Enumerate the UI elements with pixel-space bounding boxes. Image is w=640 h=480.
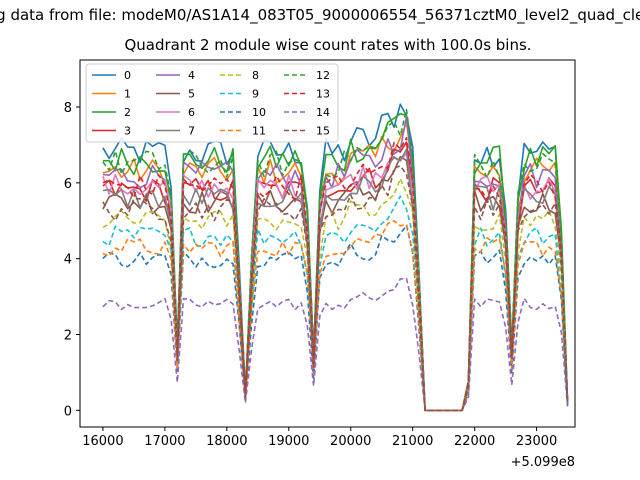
legend-label-10: 10 (252, 106, 266, 119)
x-tick-label: 22000 (454, 434, 495, 449)
y-tick-label: 4 (64, 253, 72, 268)
legend-box (85, 63, 339, 143)
legend-label-3: 3 (124, 125, 131, 138)
axes-frame (79, 59, 576, 428)
x-tick-label: 19000 (268, 434, 309, 449)
series-line-14 (102, 277, 569, 412)
legend-label-2: 2 (124, 106, 131, 119)
y-tick-label: 6 (64, 177, 72, 192)
x-offset-label: +5.099e8 (511, 455, 575, 470)
x-tick-label: 20000 (330, 434, 371, 449)
y-axis: 0 2 4 6 8 (64, 101, 80, 419)
y-tick-label: 2 (64, 328, 72, 343)
legend-label-9: 9 (252, 88, 259, 101)
series-line-8 (102, 177, 569, 412)
x-tick-label: 17000 (144, 434, 185, 449)
legend-label-11: 11 (252, 125, 266, 138)
legend-label-6: 6 (188, 106, 195, 119)
series-lines (102, 103, 569, 412)
legend-label-12: 12 (316, 69, 330, 82)
series-line-15 (102, 165, 569, 412)
x-tick-label: 23000 (516, 434, 557, 449)
series-line-9 (102, 195, 569, 412)
legend-label-15: 15 (316, 125, 330, 138)
series-line-12 (102, 108, 569, 412)
legend-label-0: 0 (124, 69, 131, 82)
legend-label-13: 13 (316, 88, 330, 101)
x-tick-label: 21000 (392, 434, 433, 449)
x-tick-label: 16000 (82, 434, 123, 449)
x-axis: 16000 17000 18000 19000 20000 21000 22000 23000 (82, 427, 557, 449)
plot-area (79, 59, 576, 428)
legend-label-4: 4 (188, 69, 195, 82)
y-tick-label: 8 (64, 101, 72, 116)
legend-label-7: 7 (188, 125, 195, 138)
legend-label-14: 14 (316, 106, 330, 119)
figure-suptitle: Plotting data from file: modeM0/AS1A14_0… (0, 6, 640, 25)
legend-label-1: 1 (124, 88, 131, 101)
legend-label-5: 5 (188, 88, 195, 101)
series-line-13 (102, 137, 569, 412)
axes-title: Quadrant 2 module wise count rates with … (124, 36, 531, 54)
y-tick-label: 0 (64, 404, 72, 419)
x-tick-label: 18000 (206, 434, 247, 449)
legend-label-8: 8 (252, 69, 259, 82)
series-line-11 (102, 220, 569, 412)
